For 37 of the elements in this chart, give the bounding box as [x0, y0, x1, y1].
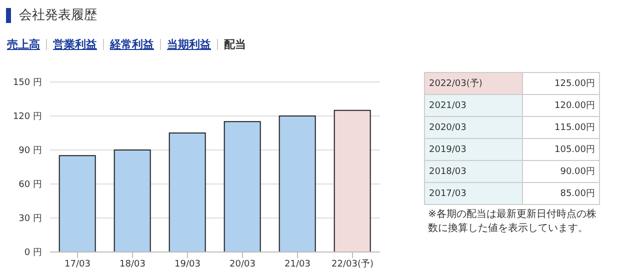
- text: 115.00円: [522, 116, 600, 138]
- text: 営業利益: [53, 37, 97, 52]
- y-tick-label: 90 円: [18, 146, 42, 156]
- x-tick-label: 19/03: [174, 259, 200, 270]
- y-tick-label: 0 円: [24, 248, 42, 258]
- x-tick-label: 21/03: [284, 259, 310, 270]
- bar: [168, 132, 206, 252]
- text: 2021/03: [424, 94, 522, 116]
- text: 2019/03: [424, 138, 522, 160]
- bar: [224, 121, 261, 252]
- text: 120.00円: [522, 94, 600, 116]
- text: 125.00円: [522, 72, 600, 94]
- x-tick-label: 18/03: [120, 259, 146, 270]
- chart-title: 会社発表履歴: [19, 7, 97, 24]
- text: 2020/03: [424, 116, 522, 138]
- bar: [334, 110, 371, 252]
- x-tick-label: 22/03(予): [332, 258, 374, 270]
- y-tick-label: 150 円: [12, 78, 42, 88]
- y-tick-label: 30 円: [18, 214, 42, 224]
- text: 2017/03: [424, 182, 522, 204]
- bar: [58, 155, 96, 252]
- text: 2022/03(予): [424, 72, 522, 94]
- text: 85.00円: [522, 182, 600, 204]
- text: 配当: [224, 37, 246, 52]
- text: 2018/03: [424, 160, 522, 182]
- text: ※各期の配当は最新更新日付時点の株数に換算した値を表示しています。: [428, 208, 598, 236]
- y-tick-label: 120 円: [12, 112, 42, 122]
- text: 売上高: [7, 37, 40, 52]
- x-tick-label: 20/03: [230, 259, 256, 270]
- text: 当期利益: [167, 37, 211, 52]
- x-tick-label: 17/03: [64, 259, 90, 270]
- text: 経常利益: [110, 37, 154, 52]
- y-tick-label: 60 円: [18, 180, 42, 190]
- bar: [114, 150, 151, 252]
- text: 90.00円: [522, 160, 600, 182]
- bar: [278, 116, 316, 252]
- text: 105.00円: [522, 138, 600, 160]
